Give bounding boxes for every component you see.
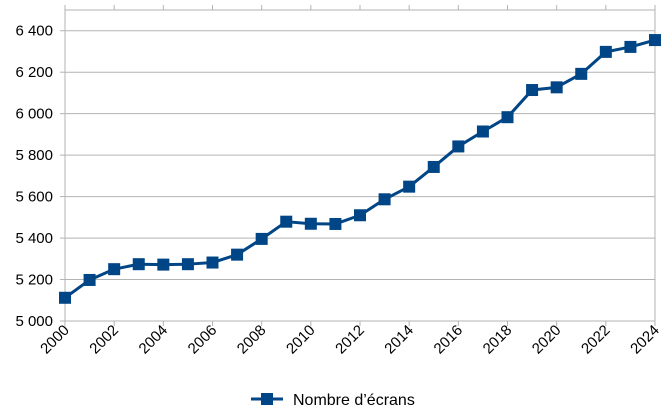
plot-border — [64, 9, 656, 322]
data-point-2013 — [378, 193, 391, 206]
data-point-2001 — [83, 273, 96, 286]
x-tick-label-9: 2018 — [480, 322, 516, 358]
data-point-2008 — [255, 232, 268, 245]
data-point-2007 — [231, 248, 244, 261]
y-tick-label-6: 6 200 — [15, 64, 53, 81]
data-point-2015 — [427, 160, 440, 173]
x-tick-label-6: 2012 — [332, 322, 368, 358]
grid-lines — [65, 30, 655, 322]
legend-marker-swatch — [261, 393, 273, 405]
data-point-2022 — [599, 45, 612, 58]
data-point-2000 — [59, 291, 71, 304]
x-tick-label-8: 2016 — [431, 322, 467, 358]
y-tick-label-7: 6 400 — [15, 23, 53, 40]
data-point-2005 — [181, 258, 194, 271]
axes — [60, 5, 656, 326]
series-markers — [59, 34, 661, 304]
data-point-2024 — [649, 34, 661, 47]
data-point-2012 — [354, 209, 366, 222]
legend-label-nombre-ecrans: Nombre d’écrans — [293, 392, 415, 409]
data-point-2019 — [526, 84, 539, 97]
data-point-2009 — [280, 215, 293, 228]
y-axis-tick-labels: 5 000 5 200 5 400 5 600 5 800 6 000 6 200 6 400 — [15, 23, 53, 330]
data-point-2020 — [550, 81, 563, 94]
x-tick-label-10: 2020 — [529, 322, 565, 358]
data-point-2002 — [108, 263, 121, 276]
y-tick-label-3: 5 600 — [15, 189, 53, 206]
x-tick-label-2: 2004 — [136, 322, 172, 358]
y-tick-label-5: 6 000 — [15, 106, 53, 123]
legend: Nombre d’écrans — [251, 392, 415, 409]
data-point-2003 — [132, 258, 145, 271]
x-tick-label-11: 2022 — [578, 322, 614, 358]
data-point-2017 — [476, 125, 489, 138]
x-tick-label-12: 2024 — [627, 322, 663, 358]
plot-area — [64, 9, 656, 322]
x-tick-label-4: 2008 — [234, 322, 270, 358]
x-tick-label-5: 2010 — [283, 322, 319, 358]
data-point-2006 — [206, 256, 219, 269]
x-tick-label-1: 2002 — [86, 322, 122, 358]
data-point-2021 — [575, 67, 588, 80]
data-point-2016 — [452, 140, 465, 153]
data-point-2011 — [329, 217, 342, 230]
data-point-2014 — [403, 180, 416, 193]
y-tick-label-1: 5 200 — [15, 272, 53, 289]
y-tick-label-4: 5 800 — [15, 147, 53, 164]
y-tick-label-2: 5 400 — [15, 230, 53, 247]
x-axis-tick-labels: 2000 2002 2004 2006 2008 2010 2012 2014 2016 2018… — [37, 322, 663, 358]
y-tick-label-0: 5 000 — [15, 313, 53, 330]
x-tick-label-7: 2014 — [381, 322, 417, 358]
data-point-2010 — [304, 217, 317, 230]
data-point-2004 — [157, 258, 170, 271]
x-tick-label-3: 2006 — [185, 322, 221, 358]
data-point-2023 — [624, 40, 637, 53]
data-point-2018 — [501, 111, 514, 124]
